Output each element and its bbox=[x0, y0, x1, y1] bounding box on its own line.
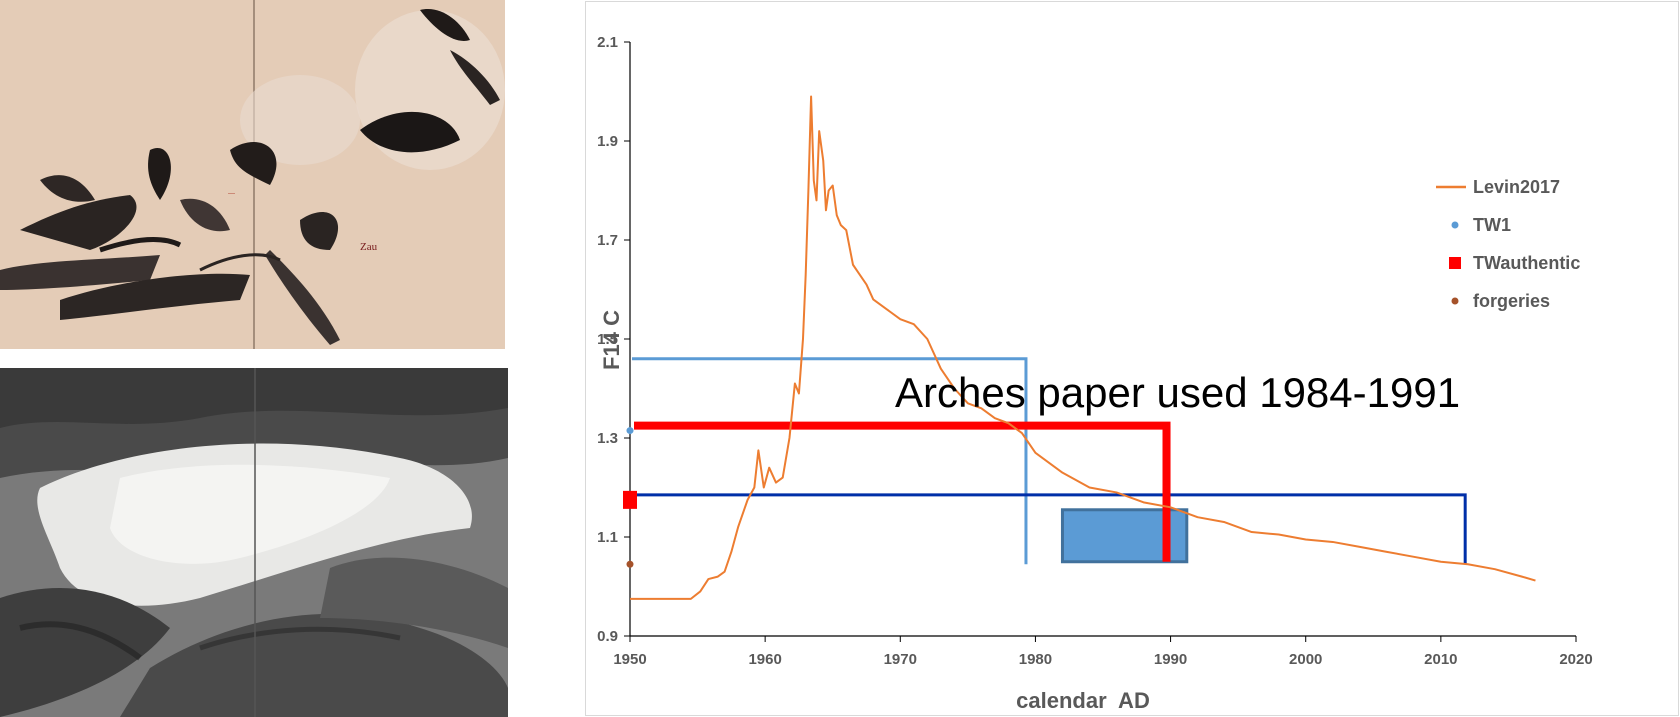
svg-text:Zau: Zau bbox=[360, 241, 378, 253]
svg-text:—: — bbox=[228, 190, 235, 197]
legend-swatch-forgeries bbox=[1451, 297, 1459, 305]
y-tick-label: 1.3 bbox=[597, 430, 618, 447]
legend-label-TWauthentic: TWauthentic bbox=[1473, 253, 1580, 273]
legend-swatch-TWauthentic bbox=[1449, 257, 1461, 269]
x-tick-label: 1990 bbox=[1154, 651, 1187, 668]
y-tick-label: 1.9 bbox=[597, 133, 618, 150]
x-tick-label: 2020 bbox=[1559, 651, 1592, 668]
axes-group: 0.9 1.1 1.3 1.5 1.7 1.9 2.1 1950 1960 1970 1980 199… bbox=[597, 34, 1593, 668]
series-group bbox=[630, 95, 1536, 600]
legend-swatch-TW1 bbox=[1451, 221, 1459, 229]
marker-TW1 bbox=[626, 427, 634, 435]
x-tick-label: 2010 bbox=[1424, 651, 1457, 668]
x-axis-title: calendar AD bbox=[1016, 688, 1150, 713]
ink-painting-bottom-image bbox=[0, 368, 508, 717]
y-tick-label: 1.1 bbox=[597, 529, 618, 546]
x-tick-label: 1970 bbox=[884, 651, 917, 668]
y-tick-label: 2.1 bbox=[597, 34, 618, 51]
x-tick-label: 1950 bbox=[613, 651, 646, 668]
legend-label-forgeries: forgeries bbox=[1473, 291, 1550, 311]
ink-painting-top-image: Zau — bbox=[0, 0, 505, 349]
reference-lines-group bbox=[632, 357, 1467, 565]
chart-annotation: Arches paper used 1984-1991 bbox=[895, 369, 1460, 416]
legend-label-TW1: TW1 bbox=[1473, 215, 1511, 235]
legend-label-Levin2017: Levin2017 bbox=[1473, 177, 1560, 197]
y-tick-label: 1.7 bbox=[597, 232, 618, 249]
x-tick-label: 2000 bbox=[1289, 651, 1322, 668]
chart-svg: 0.9 1.1 1.3 1.5 1.7 1.9 2.1 1950 1960 1970 1980 199… bbox=[597, 34, 1593, 713]
chart-panel: 0.9 1.1 1.3 1.5 1.7 1.9 2.1 1950 1960 1970 1980 199… bbox=[585, 1, 1679, 716]
legend-group: Levin2017 TW1 TWauthentic forgeries bbox=[1436, 177, 1580, 311]
reference-line-3 bbox=[632, 493, 1467, 565]
marker-TWauthentic bbox=[623, 490, 637, 509]
marker-forgeries bbox=[626, 560, 634, 568]
y-tick-label: 0.9 bbox=[597, 628, 618, 645]
y-tick-label: 1.5 bbox=[597, 331, 618, 348]
x-tick-label: 1960 bbox=[748, 651, 781, 668]
series-line-Levin2017 bbox=[630, 95, 1536, 600]
markers-group bbox=[623, 427, 637, 568]
y-axis-title: F14 C bbox=[599, 310, 624, 370]
x-tick-label: 1980 bbox=[1019, 651, 1052, 668]
